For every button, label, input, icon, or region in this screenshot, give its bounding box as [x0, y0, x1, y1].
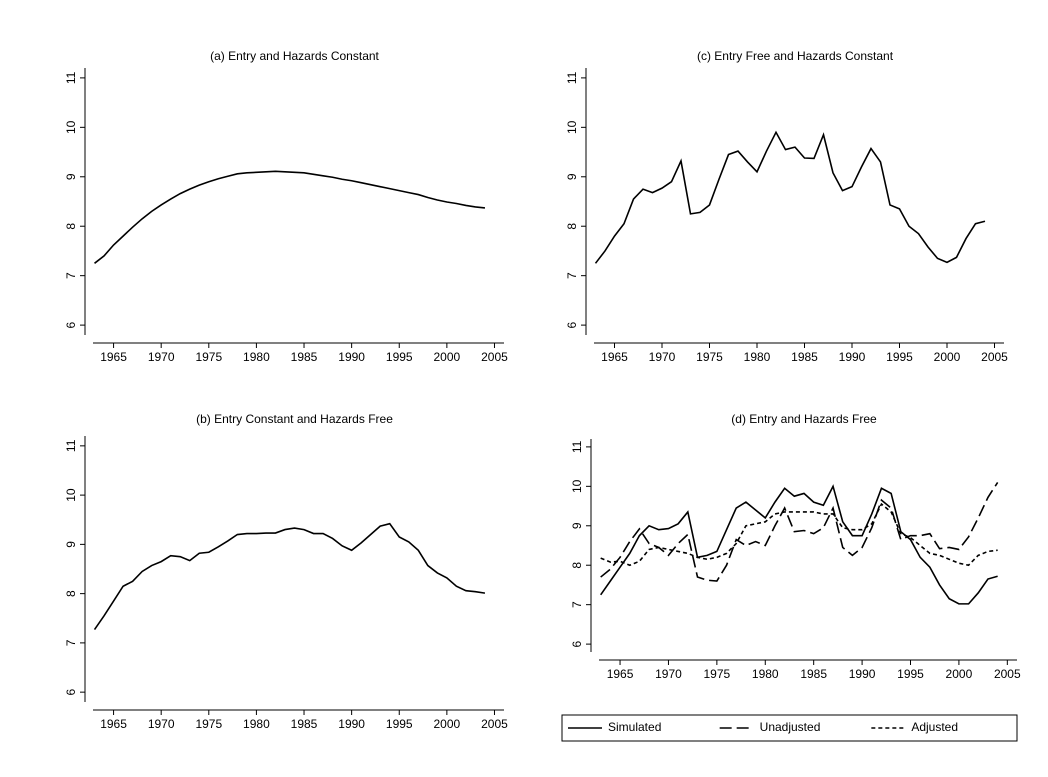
x-tick-label: 2005	[481, 717, 508, 731]
chart-title: (b) Entry Constant and Hazards Free	[196, 412, 393, 426]
x-tick-label: 2000	[434, 350, 461, 364]
x-tick-label: 1995	[886, 350, 913, 364]
y-tick-label: 7	[64, 272, 78, 279]
x-tick-label: 2005	[981, 350, 1008, 364]
x-tick-label: 2000	[946, 667, 973, 681]
y-tick-label: 11	[64, 439, 78, 452]
line	[600, 502, 998, 567]
x-tick-label: 1975	[696, 350, 723, 364]
x-tick-label: 1990	[338, 717, 365, 731]
y-tick-label: 6	[565, 321, 579, 328]
x-tick-label: 1985	[291, 717, 318, 731]
y-tick-label: 6	[64, 688, 78, 695]
y-tick-label: 9	[64, 173, 78, 180]
x-tick-label: 1975	[195, 717, 222, 731]
x-tick-label: 2000	[434, 717, 461, 731]
y-tick-label: 9	[64, 541, 78, 548]
line	[600, 484, 998, 605]
x-tick-label: 1995	[386, 717, 413, 731]
x-tick-label: 1990	[338, 350, 365, 364]
y-tick-label: 8	[565, 223, 579, 230]
x-tick-label: 1965	[607, 667, 634, 681]
x-tick-label: 1970	[655, 667, 682, 681]
x-tick-label: 1965	[601, 350, 628, 364]
x-tick-label: 2000	[934, 350, 961, 364]
x-tick-label: 2005	[481, 350, 508, 364]
chart-title: (c) Entry Free and Hazards Constant	[697, 49, 894, 63]
y-tick-label: 8	[64, 590, 78, 597]
y-tick-label: 11	[565, 71, 579, 84]
x-tick-label: 1970	[148, 717, 175, 731]
line	[93, 522, 486, 631]
y-tick-label: 10	[565, 120, 579, 134]
x-tick-label: 1980	[243, 350, 270, 364]
x-tick-label: 1975	[704, 667, 731, 681]
y-tick-label: 10	[64, 120, 78, 134]
x-tick-label: 1990	[839, 350, 866, 364]
y-tick-label: 11	[570, 440, 584, 453]
y-tick-label: 6	[570, 640, 584, 647]
line	[600, 481, 999, 582]
x-tick-label: 1970	[148, 350, 175, 364]
y-tick-label: 11	[64, 71, 78, 84]
x-tick-label: 2005	[994, 667, 1021, 681]
y-tick-label: 9	[570, 522, 584, 529]
y-tick-label: 6	[64, 321, 78, 328]
x-tick-label: 1995	[897, 667, 924, 681]
x-tick-label: 1985	[291, 350, 318, 364]
y-tick-label: 7	[565, 272, 579, 279]
chart-title: (a) Entry and Hazards Constant	[210, 49, 379, 63]
y-tick-label: 8	[64, 223, 78, 230]
x-tick-label: 1975	[195, 350, 222, 364]
legend-label: Unadjusted	[760, 720, 821, 734]
x-tick-label: 1965	[100, 717, 127, 731]
x-tick-label: 1985	[791, 350, 818, 364]
x-tick-label: 1985	[800, 667, 827, 681]
legend-label: Simulated	[608, 720, 661, 734]
x-tick-label: 1990	[849, 667, 876, 681]
y-tick-label: 10	[570, 479, 584, 493]
x-tick-label: 1980	[243, 717, 270, 731]
x-tick-label: 1965	[100, 350, 127, 364]
line	[594, 130, 986, 264]
y-tick-label: 8	[570, 562, 584, 569]
y-tick-label: 9	[565, 173, 579, 180]
y-tick-label: 7	[64, 639, 78, 646]
x-tick-label: 1980	[752, 667, 779, 681]
y-tick-label: 7	[570, 601, 584, 608]
x-tick-label: 1970	[649, 350, 676, 364]
y-tick-label: 10	[64, 488, 78, 502]
legend-label: Adjusted	[911, 720, 958, 734]
x-tick-label: 1995	[386, 350, 413, 364]
chart-title: (d) Entry and Hazards Free	[731, 412, 877, 426]
x-tick-label: 1980	[744, 350, 771, 364]
line	[94, 170, 486, 264]
legend-box	[561, 714, 1018, 742]
